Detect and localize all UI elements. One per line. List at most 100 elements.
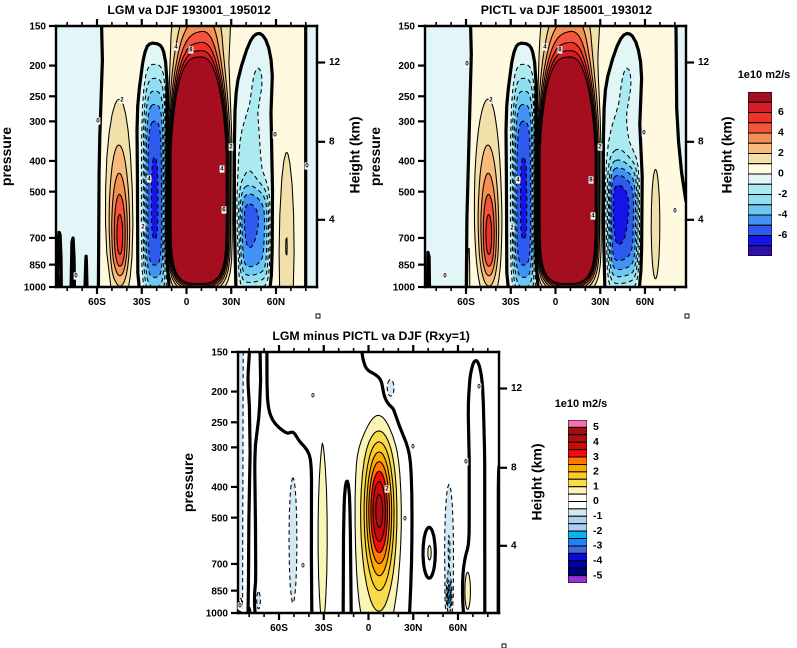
svg-text:0: 0	[184, 297, 190, 308]
svg-text:0: 0	[301, 563, 305, 570]
svg-text:0: 0	[464, 459, 468, 466]
svg-text:LGM va DJF 193001_195012: LGM va DJF 193001_195012	[107, 3, 271, 17]
svg-text:Height (km): Height (km)	[529, 443, 545, 520]
svg-text:pressure: pressure	[0, 127, 14, 186]
svg-text:-2: -2	[778, 188, 787, 200]
svg-text:2: 2	[593, 466, 599, 478]
svg-text:60S: 60S	[270, 623, 288, 634]
svg-text:4: 4	[174, 44, 178, 51]
svg-text:0: 0	[443, 273, 447, 280]
svg-text:2: 2	[510, 225, 514, 232]
svg-text:150: 150	[398, 22, 415, 33]
svg-text:2: 2	[229, 144, 233, 151]
svg-text:1e10 m2/s: 1e10 m2/s	[555, 398, 608, 410]
svg-text:4: 4	[329, 214, 335, 225]
svg-text:pressure: pressure	[180, 453, 196, 512]
svg-text:-4: -4	[778, 209, 787, 221]
svg-text:30N: 30N	[404, 623, 422, 634]
svg-text:700: 700	[29, 234, 46, 245]
svg-text:30S: 30S	[133, 297, 151, 308]
svg-text:4: 4	[220, 166, 224, 173]
svg-text:850: 850	[29, 260, 46, 271]
svg-text:0: 0	[553, 297, 559, 308]
svg-text:0: 0	[74, 273, 78, 280]
svg-text:300: 300	[29, 117, 46, 128]
svg-text:500: 500	[211, 513, 228, 524]
svg-text:1: 1	[593, 480, 599, 492]
svg-text:400: 400	[211, 483, 228, 494]
svg-text:400: 400	[398, 157, 415, 168]
svg-text:0: 0	[305, 163, 309, 170]
svg-text:8: 8	[511, 462, 517, 473]
svg-text:60N: 60N	[636, 297, 654, 308]
svg-text:0: 0	[673, 208, 677, 215]
svg-text:LGM minus PICTL va DJF (Rxy=1): LGM minus PICTL va DJF (Rxy=1)	[272, 329, 470, 343]
svg-text:250: 250	[211, 418, 228, 429]
svg-text:150: 150	[29, 22, 46, 33]
svg-text:0: 0	[311, 393, 315, 400]
svg-text:Height (km): Height (km)	[719, 116, 735, 193]
svg-text:200: 200	[211, 387, 228, 398]
svg-text:0: 0	[273, 132, 277, 139]
svg-text:60N: 60N	[267, 297, 285, 308]
svg-text:12: 12	[698, 57, 710, 68]
svg-text:0: 0	[465, 61, 469, 68]
svg-text:2: 2	[778, 147, 784, 159]
svg-text:6: 6	[222, 207, 226, 214]
svg-text:8: 8	[589, 177, 593, 184]
svg-text:60S: 60S	[88, 297, 106, 308]
svg-text:-2: -2	[593, 525, 602, 537]
svg-text:300: 300	[211, 443, 228, 454]
svg-text:8: 8	[558, 47, 562, 54]
svg-text:4: 4	[511, 540, 517, 551]
svg-text:-5: -5	[593, 569, 602, 581]
svg-text:850: 850	[211, 586, 228, 597]
svg-text:30S: 30S	[502, 297, 520, 308]
svg-text:0: 0	[96, 118, 100, 125]
svg-text:3: 3	[593, 451, 599, 463]
svg-text:4: 4	[147, 176, 151, 183]
svg-text:0: 0	[238, 603, 242, 610]
svg-text:250: 250	[398, 92, 415, 103]
svg-text:2: 2	[120, 97, 124, 104]
svg-text:PICTL va DJF 185001_193012: PICTL va DJF 185001_193012	[481, 3, 653, 17]
svg-text:2: 2	[385, 486, 389, 493]
svg-text:700: 700	[211, 560, 228, 571]
svg-text:0: 0	[778, 168, 784, 180]
svg-text:2: 2	[141, 224, 145, 231]
svg-text:4: 4	[593, 436, 599, 448]
svg-text:0: 0	[642, 130, 646, 137]
svg-text:150: 150	[211, 348, 228, 359]
svg-text:30N: 30N	[222, 297, 240, 308]
svg-text:4: 4	[778, 127, 784, 139]
svg-text:30N: 30N	[591, 297, 609, 308]
svg-text:500: 500	[398, 187, 415, 198]
svg-text:2: 2	[598, 144, 602, 151]
svg-text:6: 6	[778, 106, 784, 118]
svg-text:1e10 m2/s: 1e10 m2/s	[738, 69, 791, 81]
svg-text:700: 700	[398, 234, 415, 245]
svg-text:8: 8	[329, 136, 335, 147]
svg-text:8: 8	[189, 47, 193, 54]
svg-text:0: 0	[411, 444, 415, 451]
svg-text:0: 0	[403, 516, 407, 523]
svg-text:12: 12	[511, 383, 523, 394]
svg-text:0: 0	[477, 384, 481, 391]
svg-text:200: 200	[398, 61, 415, 72]
svg-text:1000: 1000	[393, 283, 416, 294]
svg-text:12: 12	[329, 57, 341, 68]
svg-text:-1: -1	[593, 510, 602, 522]
svg-text:400: 400	[29, 157, 46, 168]
svg-text:1000: 1000	[206, 609, 229, 620]
svg-text:500: 500	[29, 187, 46, 198]
svg-text:4: 4	[516, 177, 520, 184]
svg-text:4: 4	[698, 214, 704, 225]
svg-text:4: 4	[543, 44, 547, 51]
svg-text:1000: 1000	[24, 283, 47, 294]
svg-text:60N: 60N	[449, 623, 467, 634]
svg-text:30S: 30S	[315, 623, 333, 634]
svg-text:pressure: pressure	[367, 127, 383, 186]
svg-text:Height (km): Height (km)	[347, 116, 363, 193]
svg-text:-6: -6	[778, 229, 787, 241]
svg-text:0: 0	[593, 495, 599, 507]
